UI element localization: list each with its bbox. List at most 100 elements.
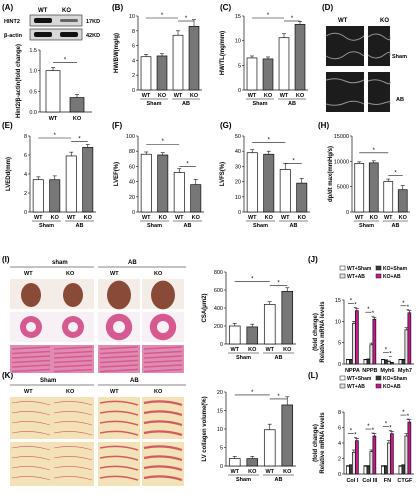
y-tick-label-l: 6 <box>338 426 341 432</box>
x-tick-label-e: KO <box>51 215 60 221</box>
echo-wt-ab <box>326 72 364 112</box>
tissue-fiber <box>53 368 93 373</box>
y-axis-label2-l: (fold change) <box>313 424 319 462</box>
legend-label-l: KO+Sham <box>383 376 408 382</box>
tissue-fiber <box>99 346 139 350</box>
bar-l-3-2 <box>404 435 409 475</box>
sig-star-j-1-b: * <box>372 311 375 317</box>
band-actin-wt <box>34 32 52 37</box>
chart-i: 0 200 400 600 800 CSA(μm2) WT KO WT KO Sham AB * * <box>202 270 296 361</box>
y-tick-label-a: 0.5 <box>29 89 37 95</box>
blot-strip-hint2 <box>29 14 83 27</box>
echo-images: WT KO Sham AB <box>325 18 407 112</box>
sig-star-l-3-a: * <box>402 410 405 416</box>
x-tick-label-f: WT <box>175 215 184 221</box>
y-tick-label-b: 2 <box>132 73 135 79</box>
blot-row-actin: β-actin <box>4 33 23 39</box>
y-tick-label-a: 0.0 <box>29 110 37 116</box>
echo-traces <box>325 32 391 106</box>
sirius-group-ab: AB <box>130 378 139 384</box>
x-tick-label-i: KO <box>283 347 292 353</box>
sirius-col-1: WT <box>24 389 33 395</box>
y-axis-label-k: LV collagen volume(%) <box>202 396 208 461</box>
bar-k-3 <box>281 404 294 467</box>
bar-l-1-3 <box>372 435 377 475</box>
group-label-sham-c: Sham <box>253 101 268 107</box>
collagen-fiber <box>99 445 139 451</box>
y-tick-label-a: 1.0 <box>29 69 37 75</box>
tissue-fiber <box>11 359 51 364</box>
x-tick-label-c: WT <box>280 93 289 99</box>
y-axis-label-i: CSA(μm2) <box>202 293 208 322</box>
chart-g: 0 10 20 30 40 50 LVFS(%) WT KO WT KO Sham AB * * <box>220 134 310 229</box>
hist-col-4: KO <box>154 271 163 277</box>
x-tick-label-l: FN <box>384 478 391 484</box>
band-actin-ko <box>60 32 78 37</box>
echo-row-sham: Sham <box>392 54 407 60</box>
bar-b-3 <box>188 26 200 91</box>
hist-col-3: WT <box>110 271 119 277</box>
bar-k-2 <box>263 429 276 467</box>
bar-i-0 <box>228 325 241 345</box>
legend-swatch-j <box>339 273 346 279</box>
collagen-fiber <box>53 431 93 436</box>
collagen-fiber <box>53 401 93 406</box>
y-tick-label-h: 10000 <box>334 159 349 165</box>
legend-label-j: WT+Sham <box>347 266 372 272</box>
cross-section-lumen-1 <box>68 322 78 332</box>
sig-star-i-2: * <box>277 280 280 286</box>
collagen-fiber <box>53 421 93 426</box>
bar-h-1 <box>368 162 379 213</box>
bar-j-1-2 <box>369 344 374 365</box>
heart-image-2 <box>107 280 131 310</box>
hist-tile-2-3 <box>142 345 184 373</box>
x-tick-label-b: WT <box>142 93 151 99</box>
tissue-fiber <box>143 355 183 359</box>
y-tick-label-l: 8 <box>338 410 341 416</box>
hist-group-sham: sham <box>52 260 68 266</box>
x-tick-label-e: WT <box>67 215 76 221</box>
x-tick-label-j: NPPA <box>345 368 360 374</box>
sirius-col-4: KO <box>154 389 163 395</box>
collagen-fiber <box>99 410 139 416</box>
y-tick-label-j: 5 <box>338 341 341 347</box>
legend-swatch-l <box>339 375 346 381</box>
y-tick-label-i: 600 <box>214 288 223 294</box>
bar-j-2-2 <box>387 361 391 365</box>
panel-letter-j: (J) <box>308 255 318 264</box>
y-axis-label-g: LVFS(%) <box>220 162 226 186</box>
bar-f-1 <box>157 154 169 213</box>
x-tick-label-h: WT <box>384 215 393 221</box>
x-tick-label-e: KO <box>84 215 93 221</box>
bar-e-3 <box>82 147 94 213</box>
x-tick-label-e: WT <box>34 215 43 221</box>
tissue-fiber <box>99 350 139 355</box>
legend-label-l: KO+AB <box>383 384 401 390</box>
x-tick-label-g: WT <box>281 215 290 221</box>
bar-l-2-0 <box>381 465 385 475</box>
blot-row-hint2: HINT2 <box>4 19 20 25</box>
y-axis-label-h: dp/dt max(mmHg/s) <box>328 146 334 202</box>
sig-star-k-2: * <box>277 394 280 400</box>
chart-c: 0 5 10 15 HW/TL(mg/mm) WT KO WT KO Sham AB * * <box>220 13 308 107</box>
y-tick-label-i: 200 <box>214 324 223 330</box>
y-tick-label-f: 60 <box>129 164 135 170</box>
sig-star-j-1-a: * <box>367 307 370 313</box>
group-label-ab-g: AB <box>290 223 298 229</box>
bar-i-2 <box>263 304 276 345</box>
x-tick-label-g: WT <box>248 215 257 221</box>
legend-label-j: KO+AB <box>383 274 401 280</box>
y-tick-label-i: 400 <box>214 306 223 312</box>
collagen-fiber <box>143 475 183 482</box>
group-label-ab-i: AB <box>275 355 283 361</box>
bar-e-0 <box>32 179 44 213</box>
blot-strip-actin <box>29 28 83 41</box>
tissue-fiber <box>53 346 93 350</box>
bar-i-3 <box>281 291 294 345</box>
chart-f: 0 20 40 60 80 100 LVEF(%) WT KO WT KO Sham AB * * <box>114 134 204 229</box>
sig-star-c-2: * <box>291 16 294 22</box>
x-tick-label-k: WT <box>265 469 274 475</box>
panel-letter-l: (L) <box>308 371 319 380</box>
bar-j-2-0 <box>381 359 385 365</box>
bar-b-2 <box>172 34 184 91</box>
